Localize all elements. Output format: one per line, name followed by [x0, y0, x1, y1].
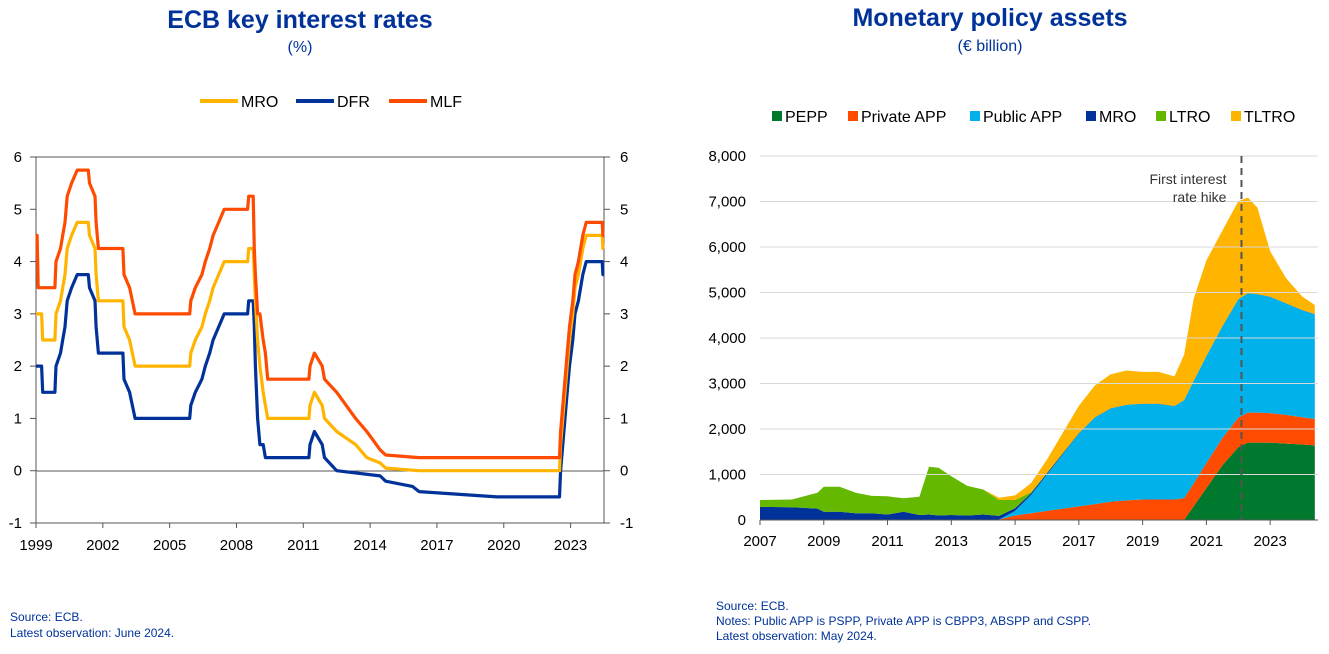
- assets-ytick-label: 5,000: [708, 285, 746, 302]
- rates-ytick-label-right: 3: [620, 306, 628, 323]
- legend-label-pepp: PEPP: [785, 109, 828, 126]
- assets-xtick-label: 2013: [935, 533, 968, 550]
- rates-ytick-label-right: 1: [620, 410, 628, 427]
- legend-label-mlf: MLF: [430, 94, 462, 111]
- rates-ytick-label-left: 4: [14, 254, 22, 271]
- rates-ytick-label-left: 3: [14, 306, 22, 323]
- assets-ytick-label: 1,000: [708, 467, 746, 484]
- rates-xtick-label: 2020: [487, 537, 520, 554]
- rates-xtick-label: 2023: [554, 537, 587, 554]
- legend-label-tltro: TLTRO: [1244, 109, 1295, 126]
- rates-ytick-label-left: 2: [14, 358, 22, 375]
- legend-swatch-public-app: [970, 111, 980, 121]
- area-public-app: [760, 293, 1315, 520]
- assets-ytick-label: 8,000: [708, 148, 746, 165]
- rate-hike-label-line2: rate hike: [1173, 189, 1227, 205]
- legend-label-mro: MRO: [1099, 109, 1136, 126]
- rates-lines: [35, 168, 605, 499]
- legend-swatch-mro: [1086, 111, 1096, 121]
- rates-ytick-label-right: 5: [620, 201, 628, 218]
- rate-hike-label-line1: First interest: [1149, 171, 1226, 187]
- rates-xtick-label: 1999: [19, 537, 52, 554]
- assets-xtick-label: 2019: [1126, 533, 1159, 550]
- legend-swatch-tltro: [1231, 111, 1241, 121]
- assets-chart-title: Monetary policy assets: [852, 4, 1127, 32]
- assets-ytick-label: 4,000: [708, 330, 746, 347]
- rates-xtick-label: 2002: [86, 537, 119, 554]
- assets-areas: [760, 197, 1315, 520]
- assets-xtick-label: 2021: [1190, 533, 1223, 550]
- rates-ytick-label-right: 2: [620, 358, 628, 375]
- rates-chart-subtitle: (%): [288, 39, 313, 56]
- area-private-app: [760, 412, 1315, 520]
- rates-ticks: 6 6 5 5 4 4 3 3 2 2 1 1 0 0 -1 -1 1999 2002 2005 2008 2011 20…: [9, 149, 634, 554]
- rates-chart: ECB key interest rates (%) MRO DFR MLF 6…: [9, 6, 634, 640]
- rates-ytick-label-left: 5: [14, 201, 22, 218]
- assets-axes: 8,000 7,000 6,000 5,000 4,000 3,000 2,000 1,000…: [708, 148, 1318, 550]
- assets-ytick-label: 7,000: [708, 194, 746, 211]
- rates-ytick-label-right: 6: [620, 149, 628, 166]
- series-line-mlf: [35, 168, 605, 460]
- rates-ytick-label-left: 6: [14, 149, 22, 166]
- rates-ytick-label-left: 1: [14, 410, 22, 427]
- assets-notes: Notes: Public APP is PSPP, Private APP i…: [716, 614, 1091, 628]
- assets-xtick-label: 2023: [1253, 533, 1286, 550]
- series-line-dfr: [36, 260, 605, 499]
- area-pepp: [760, 442, 1315, 520]
- area-tltro: [760, 197, 1315, 500]
- rates-chart-title: ECB key interest rates: [167, 6, 432, 34]
- assets-legend: PEPP Private APP Public APP MRO LTRO TLTRO: [772, 109, 1295, 126]
- assets-chart-subtitle: (€ billion): [958, 38, 1023, 55]
- legend-label-private-app: Private APP: [861, 109, 946, 126]
- assets-xtick-label: 2009: [807, 533, 840, 550]
- legend-swatch-private-app: [848, 111, 858, 121]
- rates-latest: Latest observation: June 2024.: [10, 626, 174, 640]
- assets-xtick-label: 2015: [998, 533, 1031, 550]
- series-line-mro: [36, 220, 605, 473]
- assets-latest: Latest observation: May 2024.: [716, 629, 877, 643]
- assets-xtick-label: 2011: [871, 533, 903, 550]
- assets-ytick-label: 0: [738, 512, 746, 529]
- assets-ytick-label: 3,000: [708, 376, 746, 393]
- rates-xtick-label: 2008: [220, 537, 253, 554]
- rates-source: Source: ECB.: [10, 610, 83, 624]
- legend-label-ltro: LTRO: [1169, 109, 1210, 126]
- area-ltro: [760, 293, 1315, 516]
- assets-ytick-label: 6,000: [708, 239, 746, 256]
- assets-ytick-label: 2,000: [708, 421, 746, 438]
- assets-xtick-label: 2017: [1062, 533, 1095, 550]
- legend-label-dfr: DFR: [337, 94, 370, 111]
- rates-xtick-label: 2014: [353, 537, 386, 554]
- rates-xtick-label: 2005: [153, 537, 186, 554]
- legend-label-public-app: Public APP: [983, 109, 1062, 126]
- rates-xtick-label: 2017: [420, 537, 453, 554]
- legend-swatch-ltro: [1156, 111, 1166, 121]
- rates-ytick-label-left: 0: [14, 463, 22, 480]
- rates-plot-frame: [35, 156, 605, 524]
- legend-label-mro: MRO: [241, 94, 278, 111]
- rates-legend: MRO DFR MLF: [200, 94, 462, 111]
- rates-xtick-label: 2011: [287, 537, 319, 554]
- rates-ytick-label-right: -1: [620, 515, 633, 532]
- assets-xtick-label: 2007: [743, 533, 776, 550]
- rates-ytick-label-right: 4: [620, 254, 628, 271]
- assets-chart: Monetary policy assets (€ billion) PEPP P…: [708, 4, 1318, 643]
- rates-ytick-label-right: 0: [620, 463, 628, 480]
- rates-ytick-label-left: -1: [9, 515, 22, 532]
- assets-source: Source: ECB.: [716, 599, 789, 613]
- legend-swatch-pepp: [772, 111, 782, 121]
